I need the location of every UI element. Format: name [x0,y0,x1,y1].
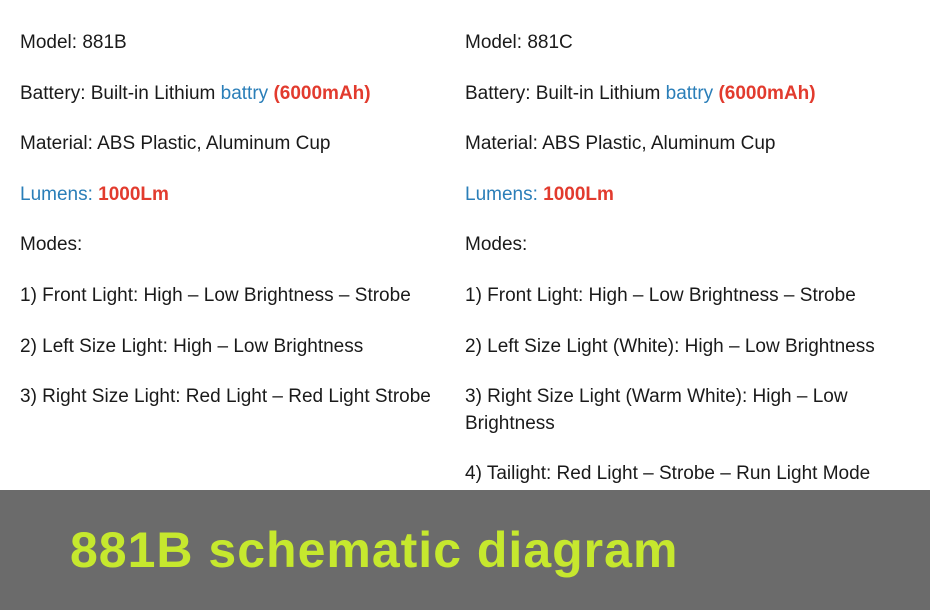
material-line: Material: ABS Plastic, Aluminum Cup [20,131,450,158]
battery-text: Built-in Lithium [536,83,666,104]
mode-item: 2) Left Size Light (White): High – Low B… [465,334,895,361]
battery-label: Battery: [20,83,91,104]
model-label: Model: [20,32,82,53]
battery-capacity: (6000mAh) [273,83,370,104]
mode-item: 2) Left Size Light: High – Low Brightnes… [20,334,450,361]
model-value: 881C [527,32,572,53]
lumens-value: 1000Lm [543,184,614,205]
material-line: Material: ABS Plastic, Aluminum Cup [465,131,895,158]
model-line: Model: 881B [20,30,450,57]
battery-capacity: (6000mAh) [718,83,815,104]
model-label: Model: [465,32,527,53]
mode-item: 3) Right Size Light (Warm White): High –… [465,384,895,437]
lumens-line: Lumens: 1000Lm [20,182,450,209]
banner: 881B schematic diagram [0,490,930,610]
mode-item: 4) Tailight: Red Light – Strobe – Run Li… [465,461,895,488]
mode-item: 1) Front Light: High – Low Brightness – … [20,283,450,310]
mode-item: 1) Front Light: High – Low Brightness – … [465,283,895,310]
mode-item: 3) Right Size Light: Red Light – Red Lig… [20,384,450,411]
material-value: ABS Plastic, Aluminum Cup [542,133,775,154]
modes-label: Modes: [20,232,450,259]
material-label: Material: [20,133,97,154]
battery-blue: battry [666,83,719,104]
battery-line: Battery: Built-in Lithium battry (6000mA… [20,81,450,108]
lumens-value: 1000Lm [98,184,169,205]
material-label: Material: [465,133,542,154]
lumens-label: Lumens: [465,184,543,205]
left-column: Model: 881B Battery: Built-in Lithium ba… [20,30,465,470]
model-line: Model: 881C [465,30,895,57]
right-column: Model: 881C Battery: Built-in Lithium ba… [465,30,910,470]
battery-label: Battery: [465,83,536,104]
lumens-line: Lumens: 1000Lm [465,182,895,209]
battery-blue: battry [221,83,274,104]
model-value: 881B [82,32,126,53]
battery-text: Built-in Lithium [91,83,221,104]
spec-columns: Model: 881B Battery: Built-in Lithium ba… [0,0,930,490]
battery-line: Battery: Built-in Lithium battry (6000mA… [465,81,895,108]
banner-title: 881B schematic diagram [70,521,678,579]
modes-label: Modes: [465,232,895,259]
lumens-label: Lumens: [20,184,98,205]
material-value: ABS Plastic, Aluminum Cup [97,133,330,154]
